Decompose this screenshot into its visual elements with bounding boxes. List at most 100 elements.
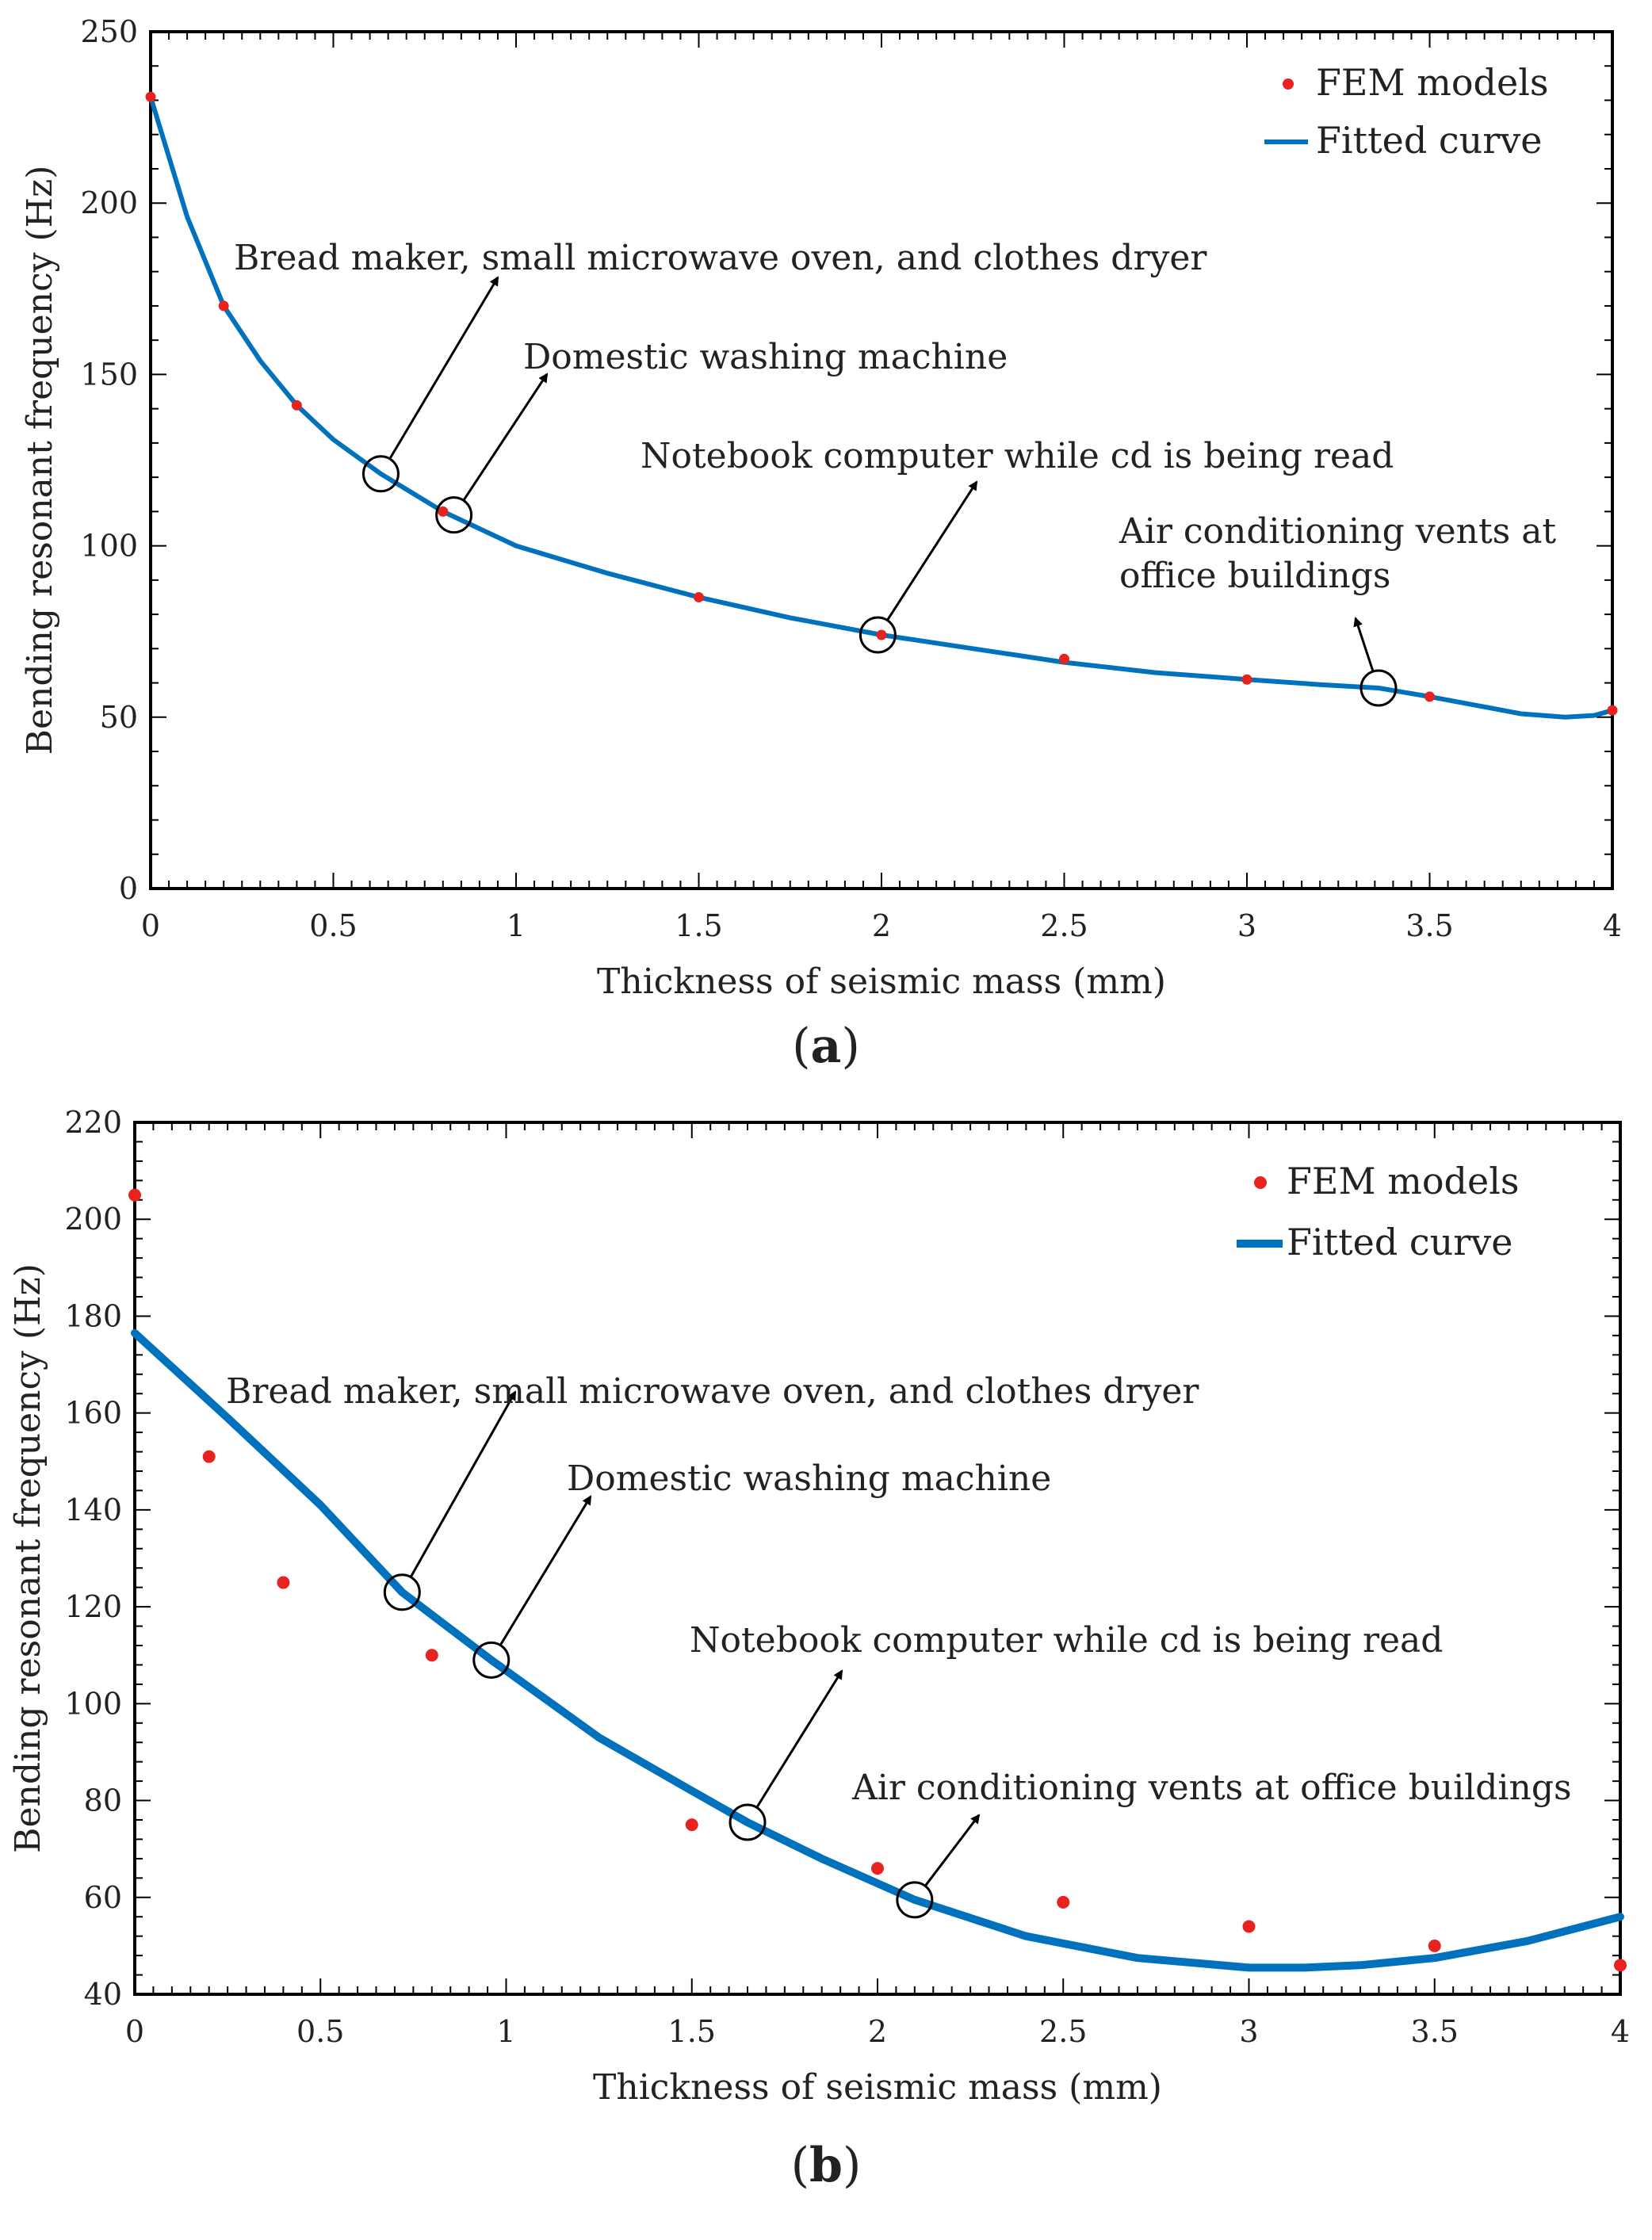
x-tick-label: 1: [496, 2014, 515, 2049]
panel-label-letter: a: [811, 1019, 842, 1074]
legend-marker-fem: [1283, 78, 1294, 90]
y-tick-label: 200: [80, 185, 138, 220]
fem-data-point: [1607, 705, 1618, 716]
y-tick-label: 60: [84, 1880, 122, 1915]
x-tick-label: 2: [868, 2014, 887, 2049]
fem-data-point: [694, 591, 704, 602]
annotation-label: Bread maker, small microwave oven, and c…: [226, 1371, 1199, 1412]
x-tick-label: 1.5: [675, 908, 722, 943]
panel-label: (b): [791, 2138, 862, 2193]
panel-label-open: (: [791, 2138, 809, 2193]
y-tick-label: 0: [119, 871, 138, 906]
x-tick-label: 2.5: [1039, 2014, 1087, 2049]
y-tick-label: 120: [64, 1589, 122, 1624]
y-tick-label: 140: [64, 1493, 122, 1527]
fem-data-point: [685, 1818, 698, 1832]
x-tick-label: 1.5: [668, 2014, 716, 2049]
chart-panel-b: 0 0.5 1 1.5 2 2.5 3 3.5 4 40 60 80 100 120 140 160 180 20…: [8, 1105, 1630, 2193]
fem-data-point: [876, 629, 887, 640]
x-tick-label: 4: [1603, 908, 1622, 943]
legend-marker-fem: [1254, 1176, 1267, 1189]
annotation-marker-circle: [896, 1881, 934, 1919]
annotation-marker-circle: [361, 455, 400, 493]
panel-label-close: ): [841, 1019, 859, 1074]
annotation-marker-circle: [1359, 669, 1398, 707]
x-tick-label: 0.5: [296, 2014, 344, 2049]
annotation-label: Domestic washing machine: [523, 337, 1008, 377]
fem-data-point: [1241, 674, 1252, 685]
fem-data-point: [871, 1862, 884, 1875]
annotation-marker-circle: [435, 496, 473, 534]
x-axis-label: Thickness of seismic mass (mm): [597, 961, 1166, 1002]
legend-label-fit: Fitted curve: [1316, 119, 1542, 162]
annotation-label: Bread maker, small microwave oven, and c…: [234, 238, 1207, 278]
x-tick-label: 3.5: [1405, 908, 1453, 943]
fem-data-point: [1059, 653, 1069, 664]
y-axis-label: Bending resonant frequency (Hz): [8, 1263, 48, 1853]
annotation-arrow: [886, 480, 978, 621]
x-tick-label: 0: [125, 2014, 144, 2049]
fem-data-point: [291, 399, 302, 411]
fem-data-point: [1428, 1939, 1441, 1952]
annotation-arrow: [462, 373, 549, 502]
annotation-label: Notebook computer while cd is being read: [641, 436, 1394, 476]
annotation-arrow: [924, 1814, 981, 1887]
x-tick-label: 4: [1611, 2014, 1630, 2049]
panel-label-letter: b: [809, 2138, 843, 2193]
y-tick-label: 100: [80, 529, 138, 564]
x-tick-label: 3: [1239, 2014, 1258, 2049]
fem-data-point: [438, 506, 449, 517]
fem-data-point: [425, 1649, 438, 1662]
legend-label-fem: FEM models: [1316, 61, 1549, 104]
y-tick-label: 150: [80, 357, 138, 392]
x-tick-label: 3.5: [1411, 2014, 1459, 2049]
x-tick-label: 0: [141, 908, 160, 943]
annotation-arrow: [409, 1390, 517, 1578]
y-axis-label: Bending resonant frequency (Hz): [20, 166, 60, 755]
legend-label-fit: Fitted curve: [1287, 1221, 1512, 1263]
annotation-marker-circle: [383, 1573, 421, 1611]
fem-data-point: [128, 1188, 141, 1202]
fem-data-point: [277, 1576, 290, 1589]
panel-label-close: ): [843, 2138, 861, 2193]
chart-panel-a: 0 0.5 1 1.5 2 2.5 3 3.5 4 0 50 100 150 200 250 Thicknes…: [20, 14, 1622, 1074]
annotation-marker-circle: [472, 1641, 511, 1679]
fem-data-point: [1242, 1920, 1256, 1933]
y-tick-label: 80: [84, 1783, 122, 1818]
y-tick-label: 160: [64, 1396, 122, 1431]
x-tick-label: 2.5: [1040, 908, 1088, 943]
y-tick-label: 40: [84, 1977, 122, 2012]
fem-data-point: [1614, 1959, 1627, 1972]
annotation-label-line: office buildings: [1119, 556, 1390, 596]
fem-data-point: [1424, 691, 1435, 702]
annotation-label-line: Air conditioning vents at: [1119, 511, 1556, 552]
y-tick-label: 50: [100, 700, 138, 735]
y-tick-label: 250: [80, 14, 138, 49]
fem-data-point: [1057, 1895, 1070, 1909]
y-tick-label: 200: [64, 1202, 122, 1237]
annotation-arrow: [499, 1495, 592, 1646]
y-tick-label: 220: [64, 1105, 122, 1140]
annotation-label: Air conditioning vents at office buildin…: [851, 1768, 1572, 1808]
annotation-label: Notebook computer while cd is being read: [690, 1620, 1443, 1661]
fem-data-point: [218, 300, 229, 312]
legend-label-fem: FEM models: [1287, 1160, 1520, 1202]
panel-label: (a): [792, 1019, 860, 1074]
y-tick-label: 100: [64, 1686, 122, 1721]
annotation-marker-circle: [859, 616, 897, 654]
fem-data-point: [202, 1450, 216, 1463]
x-tick-label: 0.5: [309, 908, 357, 943]
fitted-curve-line: [148, 94, 1615, 720]
x-axis-label: Thickness of seismic mass (mm): [593, 2067, 1162, 2108]
panel-label-open: (: [792, 1019, 810, 1074]
fitted-curve-line: [131, 1328, 1624, 1972]
annotation-arrow: [1353, 617, 1375, 672]
annotation-arrow: [388, 276, 499, 460]
x-tick-label: 3: [1237, 908, 1256, 943]
annotation-arrow: [755, 1669, 843, 1809]
x-tick-label: 2: [872, 908, 891, 943]
fem-data-point: [145, 91, 156, 102]
x-tick-label: 1: [507, 908, 526, 943]
annotation-marker-circle: [728, 1803, 767, 1841]
